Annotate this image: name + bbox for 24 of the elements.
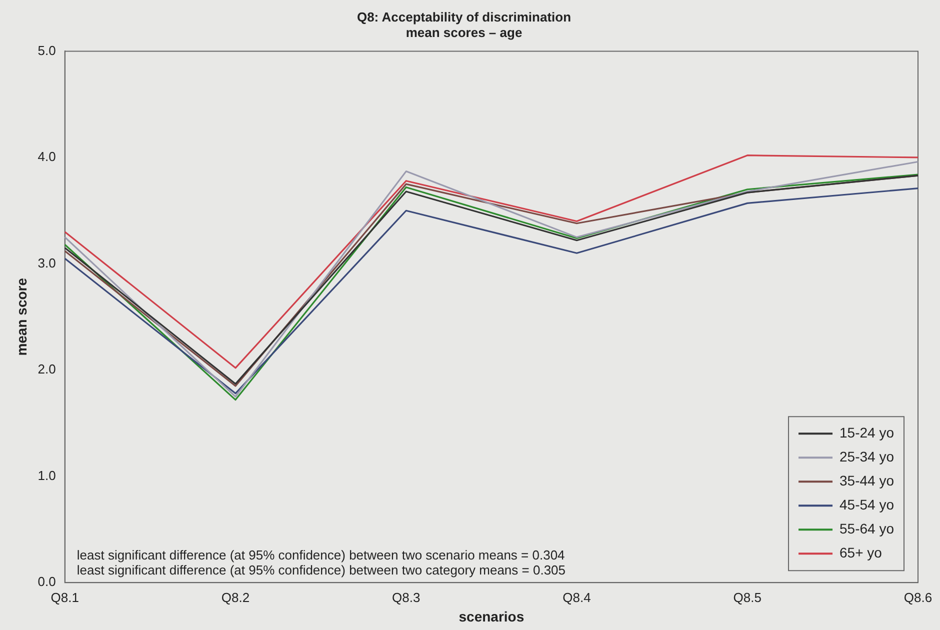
y-tick-label: 1.0 xyxy=(38,468,56,483)
x-tick-label: Q8.5 xyxy=(733,590,762,605)
legend-label: 65+ yo xyxy=(840,544,882,560)
y-tick-label: 4.0 xyxy=(38,149,56,164)
y-tick-label: 2.0 xyxy=(38,362,56,377)
chart-title: Q8: Acceptability of discrimination xyxy=(356,9,572,24)
x-tick-label: Q8.4 xyxy=(562,590,591,605)
x-axis-title: scenarios xyxy=(458,608,524,624)
x-tick-label: Q8.2 xyxy=(221,590,250,605)
y-tick-label: 3.0 xyxy=(38,255,56,270)
x-tick-label: Q8.1 xyxy=(50,590,79,605)
x-tick-label: Q8.3 xyxy=(392,590,420,605)
y-tick-label: 5.0 xyxy=(38,42,56,58)
legend-label: 55-64 yo xyxy=(840,520,894,536)
y-tick-label: 0.0 xyxy=(38,574,56,590)
chart-subtitle: mean scores – age xyxy=(406,24,522,40)
x-tick-label: Q8.6 xyxy=(904,590,932,605)
legend-label: 35-44 yo xyxy=(840,472,894,488)
legend-label: 25-34 yo xyxy=(840,448,894,464)
legend-label: 45-54 yo xyxy=(840,496,894,512)
annotation: least significant difference (at 95% confidence) between two scenario means = 0.304 xyxy=(76,548,565,563)
annotation: least significant difference (at 95% confidence) between two category means = 0.305 xyxy=(76,562,566,578)
y-axis-title: mean score xyxy=(13,278,30,356)
legend-label: 15-24 yo xyxy=(840,424,894,440)
